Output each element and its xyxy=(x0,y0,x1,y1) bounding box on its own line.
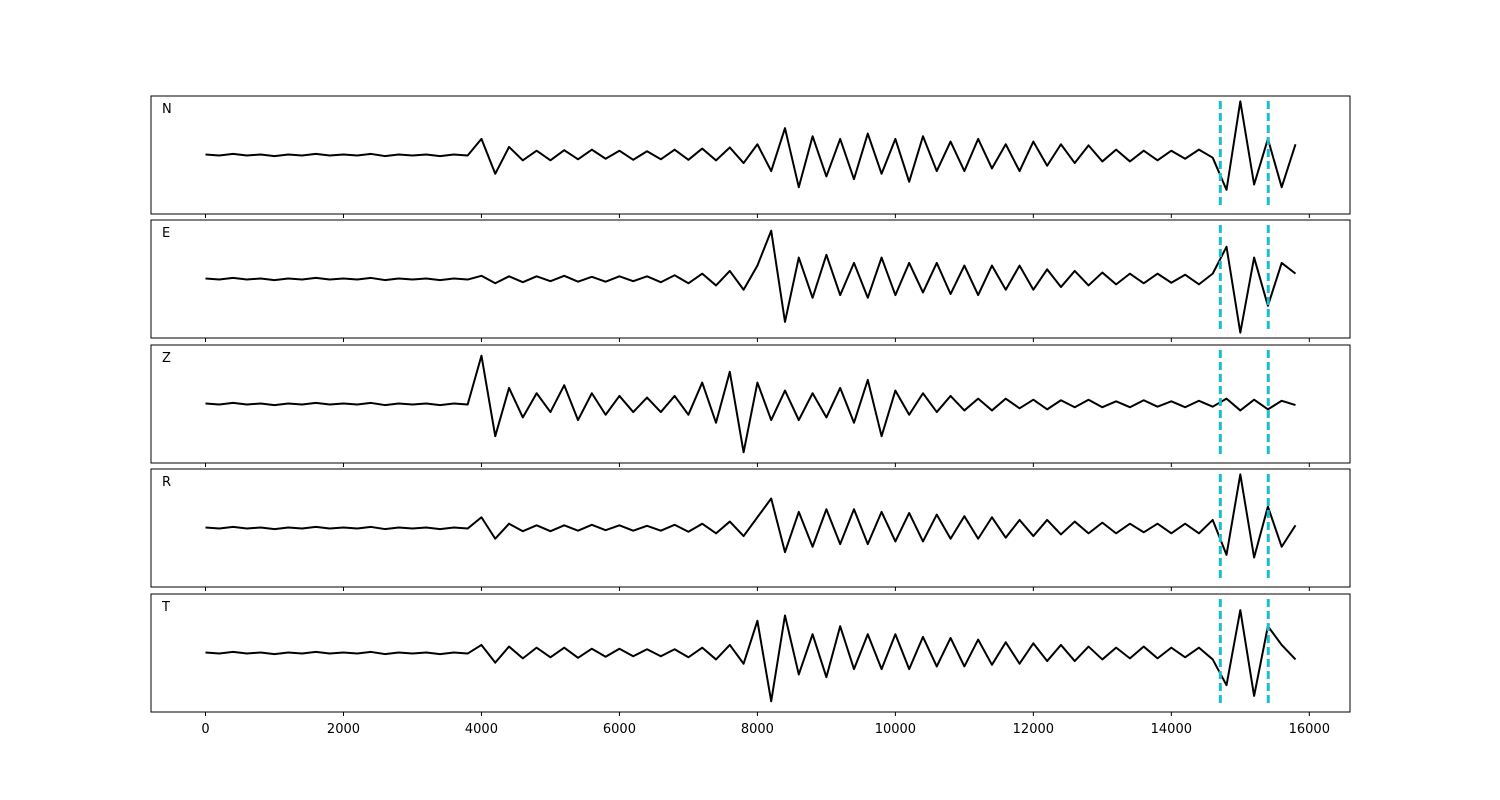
panel-label: Z xyxy=(162,351,171,366)
trace xyxy=(205,100,1297,191)
x-tick-label: 6000 xyxy=(603,722,636,737)
panel-label: R xyxy=(162,475,171,490)
x-tick-label: 0 xyxy=(201,722,209,737)
trace xyxy=(205,229,1297,334)
trace xyxy=(205,609,1297,703)
x-tick-label: 10000 xyxy=(875,722,916,737)
x-tick-label: 8000 xyxy=(741,722,774,737)
x-tick-label: 14000 xyxy=(1151,722,1192,737)
trace xyxy=(205,354,1296,454)
panel-label: T xyxy=(161,600,170,615)
panel-label: N xyxy=(162,102,172,117)
x-tick-label: 16000 xyxy=(1289,722,1330,737)
panel-label: E xyxy=(162,226,170,241)
trace xyxy=(205,473,1297,559)
x-tick-label: 2000 xyxy=(327,722,360,737)
x-tick-label: 4000 xyxy=(465,722,498,737)
x-tick-label: 12000 xyxy=(1013,722,1054,737)
